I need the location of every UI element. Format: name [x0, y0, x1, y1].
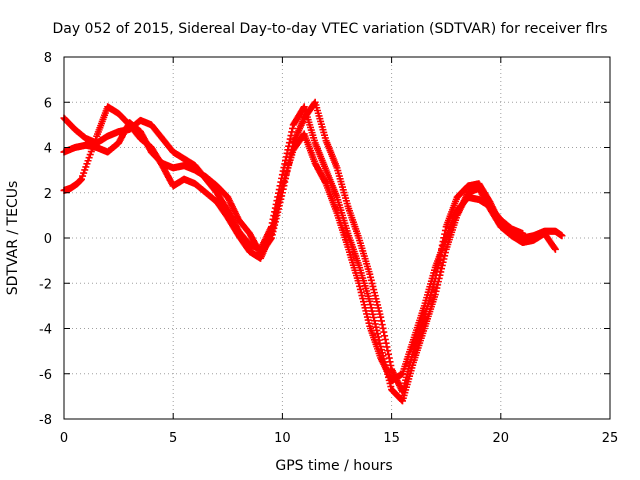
y-tick-label: 2: [44, 187, 52, 202]
x-tick-label: 10: [274, 431, 291, 446]
y-tick-label: 4: [44, 142, 52, 157]
x-tick-label: 0: [60, 431, 68, 446]
data-point: [558, 232, 566, 240]
x-tick-label: 5: [169, 431, 177, 446]
data-point: [519, 229, 527, 237]
y-tick-label: -8: [39, 413, 52, 428]
y-axis-label: SDTVAR / TECUs: [5, 181, 21, 296]
x-tick-label: 25: [602, 431, 619, 446]
y-tick-label: 8: [44, 51, 52, 66]
y-tick-label: 0: [44, 232, 52, 247]
series-track-c: [60, 103, 527, 385]
y-tick-label: -4: [39, 323, 52, 338]
x-tick-label: 15: [383, 431, 400, 446]
x-axis-label: GPS time / hours: [275, 458, 392, 474]
y-tick-label: 6: [44, 96, 52, 111]
axis-ticks: 0 5 10 15 20 25 -8 -6 -4 -2 0 2 4 6 8: [39, 51, 618, 446]
data-points: [60, 98, 566, 405]
y-tick-label: -6: [39, 368, 52, 383]
chart-title: Day 052 of 2015, Sidereal Day-to-day VTE…: [52, 21, 607, 37]
data-point: [551, 245, 559, 253]
x-tick-label: 20: [493, 431, 510, 446]
y-tick-label: -2: [39, 277, 52, 292]
